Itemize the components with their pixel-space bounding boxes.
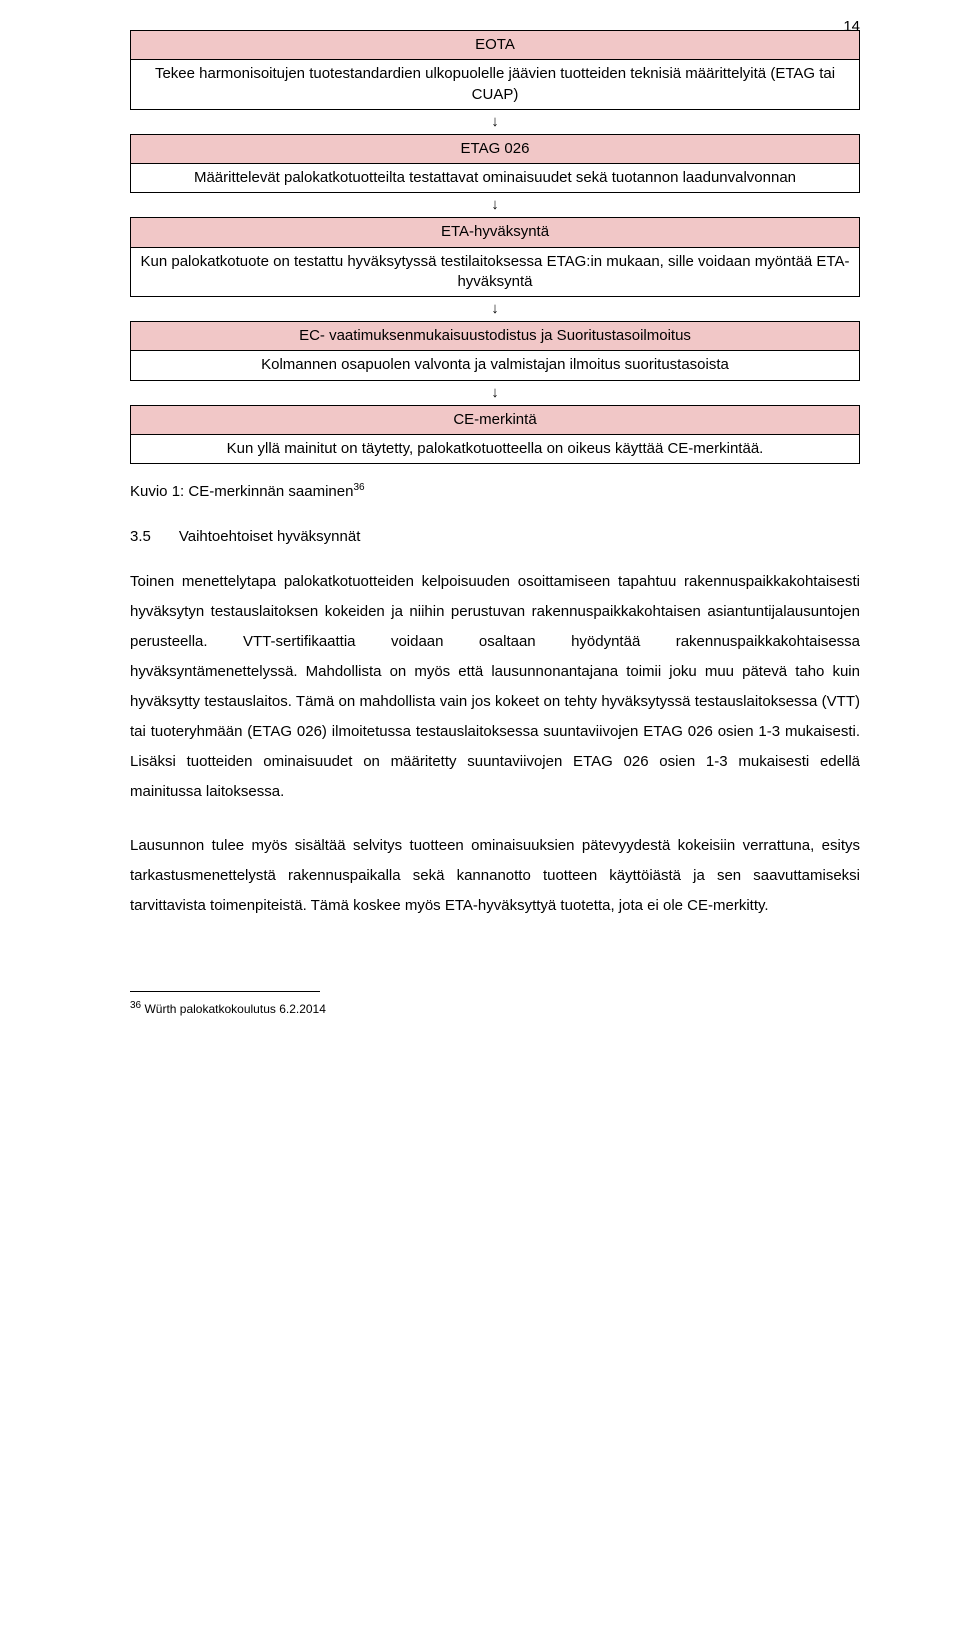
paragraph: Lausunnon tulee myös sisältää selvitys t… bbox=[130, 831, 860, 921]
flow-header-etag: ETAG 026 bbox=[130, 134, 860, 164]
arrow-icon: ↓ bbox=[130, 110, 860, 134]
flow-block-etag: ETAG 026 Määrittelevät palokatkotuotteil… bbox=[130, 134, 860, 194]
footnote: 36 Würth palokatkokoulutus 6.2.2014 bbox=[130, 1000, 860, 1016]
footnote-separator bbox=[130, 991, 320, 992]
paragraph: Toinen menettelytapa palokatkotuotteiden… bbox=[130, 567, 860, 807]
footnote-marker: 36 bbox=[130, 1000, 141, 1011]
flow-header-ce: CE-merkintä bbox=[130, 405, 860, 435]
flow-header-eota: EOTA bbox=[130, 30, 860, 60]
flow-header-ec: EC- vaatimuksenmukaisuustodistus ja Suor… bbox=[130, 321, 860, 351]
section-number: 3.5 bbox=[130, 528, 151, 545]
arrow-icon: ↓ bbox=[130, 381, 860, 405]
figure-caption-sup: 36 bbox=[353, 482, 364, 493]
flow-body-eta: Kun palokatkotuote on testattu hyväksyty… bbox=[130, 248, 860, 298]
section-heading: 3.5 Vaihtoehtoiset hyväksynnät bbox=[130, 528, 860, 545]
flow-block-ce: CE-merkintä Kun yllä mainitut on täytett… bbox=[130, 405, 860, 465]
page-number: 14 bbox=[843, 18, 860, 35]
footnote-text: Würth palokatkokoulutus 6.2.2014 bbox=[141, 1002, 326, 1016]
flow-body-eota: Tekee harmonisoitujen tuotestandardien u… bbox=[130, 60, 860, 110]
page: 14 EOTA Tekee harmonisoitujen tuotestand… bbox=[0, 0, 960, 1635]
figure-caption-text: Kuvio 1: CE-merkinnän saaminen bbox=[130, 483, 353, 500]
flow-body-etag: Määrittelevät palokatkotuotteilta testat… bbox=[130, 164, 860, 193]
flow-block-eta: ETA-hyväksyntä Kun palokatkotuote on tes… bbox=[130, 217, 860, 297]
flow-body-ce: Kun yllä mainitut on täytetty, palokatko… bbox=[130, 435, 860, 464]
section-title: Vaihtoehtoiset hyväksynnät bbox=[179, 528, 361, 545]
flow-header-eta: ETA-hyväksyntä bbox=[130, 217, 860, 247]
flow-body-ec: Kolmannen osapuolen valvonta ja valmista… bbox=[130, 351, 860, 380]
arrow-icon: ↓ bbox=[130, 297, 860, 321]
flow-block-eota: EOTA Tekee harmonisoitujen tuotestandard… bbox=[130, 30, 860, 110]
figure-caption: Kuvio 1: CE-merkinnän saaminen36 bbox=[130, 482, 860, 500]
flow-block-ec: EC- vaatimuksenmukaisuustodistus ja Suor… bbox=[130, 321, 860, 381]
arrow-icon: ↓ bbox=[130, 193, 860, 217]
